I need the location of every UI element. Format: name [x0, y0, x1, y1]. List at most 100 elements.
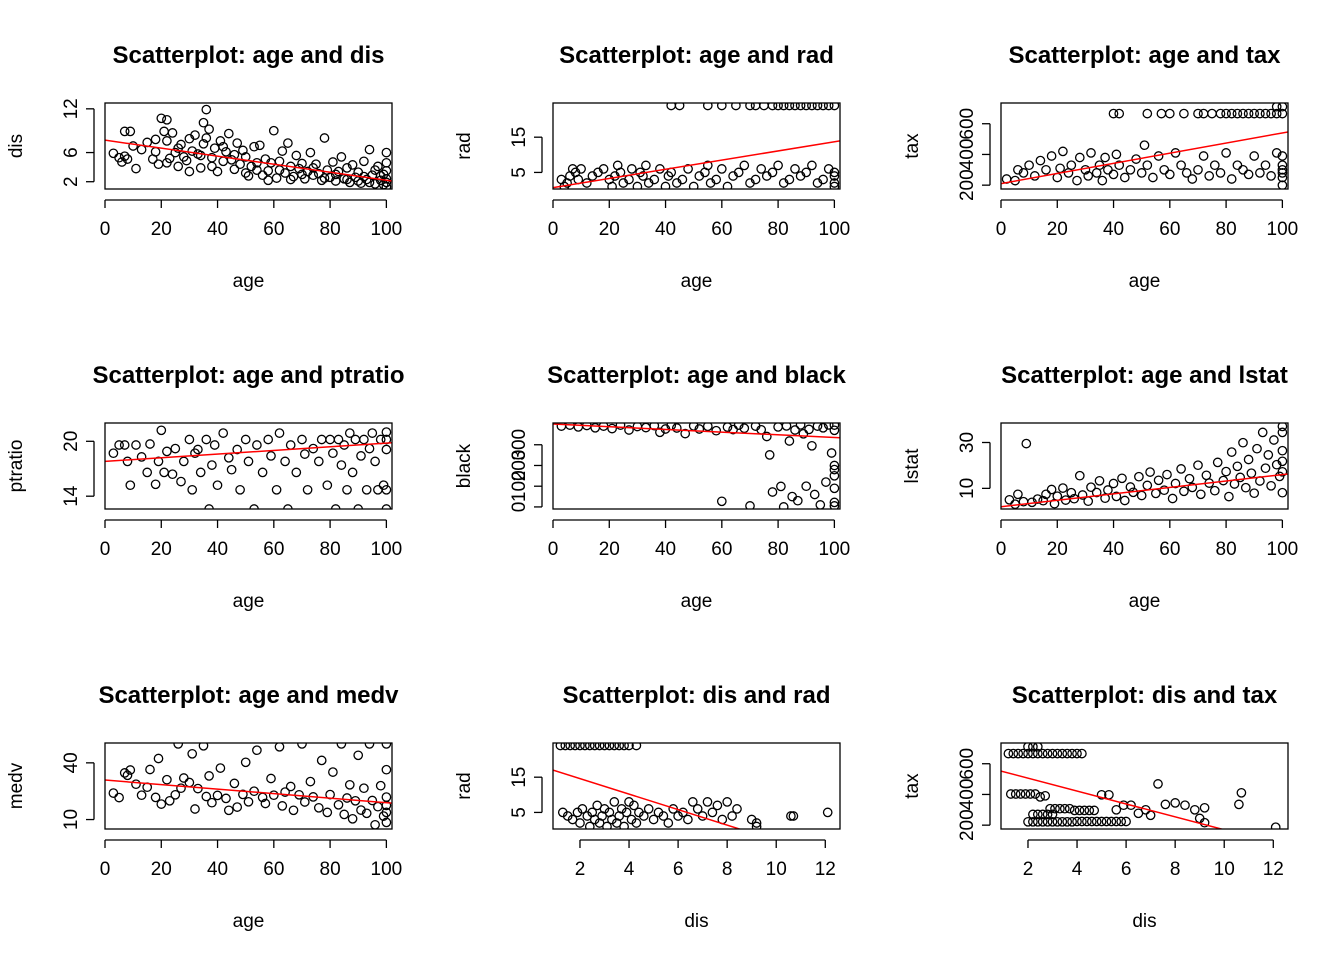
data-point: [1052, 491, 1063, 502]
data-point: [575, 743, 585, 751]
data-point: [773, 160, 783, 171]
data-point: [319, 173, 330, 183]
data-point: [801, 481, 812, 492]
data-point: [187, 146, 198, 156]
data-point: [1150, 488, 1161, 499]
data-point: [655, 164, 665, 174]
data-point: [626, 814, 637, 825]
data-point: [297, 169, 307, 180]
data-point: [313, 802, 324, 813]
data-point: [790, 103, 800, 111]
x-tick-label: 2: [1023, 859, 1034, 880]
data-point: [173, 743, 184, 749]
y-tick-label: 15: [509, 127, 530, 148]
data-point: [683, 814, 693, 825]
data-point: [1074, 470, 1085, 481]
data-point: [1079, 805, 1090, 816]
y-tick-label: 6: [61, 147, 82, 158]
x-tick-label: 0: [100, 859, 111, 880]
x-tick-label: 60: [1159, 539, 1180, 560]
data-point: [1179, 108, 1189, 119]
data-point: [1035, 792, 1046, 802]
data-point: [212, 790, 223, 801]
data-point: [732, 804, 742, 814]
y-axis: 5 15: [509, 127, 543, 178]
data-point: [204, 771, 214, 781]
data-point: [1030, 789, 1041, 799]
data-point: [381, 484, 392, 495]
y-tick-label: 400: [957, 779, 978, 811]
chart-title: Scatterplot: age and medv: [98, 682, 399, 709]
data-point: [229, 164, 240, 175]
x-tick-label: 60: [263, 219, 284, 240]
data-point: [648, 814, 659, 825]
data-point: [599, 743, 610, 751]
data-point: [184, 434, 195, 445]
data-point: [277, 801, 288, 811]
data-point: [1167, 493, 1178, 504]
data-point: [1136, 490, 1147, 501]
data-point: [1212, 457, 1223, 468]
data-point: [1028, 809, 1038, 820]
data-point: [347, 160, 358, 170]
data-point: [313, 456, 324, 467]
y-tick-label: 600: [957, 108, 978, 140]
x-tick-label: 100: [1267, 539, 1299, 560]
data-point: [631, 818, 642, 828]
data-point: [604, 743, 615, 751]
data-point: [804, 424, 814, 435]
x-axis: 0 20 40 60 80 100: [996, 519, 1299, 560]
data-point: [1058, 146, 1068, 157]
data-point: [1260, 463, 1271, 474]
data-point: [240, 757, 251, 768]
data-point: [119, 151, 130, 162]
data-point: [373, 801, 383, 812]
x-tick-label: 60: [263, 859, 284, 880]
data-point: [162, 136, 172, 146]
data-point: [299, 797, 310, 807]
data-point: [232, 444, 243, 455]
data-point: [787, 491, 798, 502]
data-point: [1139, 140, 1150, 151]
data-point: [1101, 816, 1112, 827]
x-tick-label: 100: [1267, 219, 1299, 240]
data-point: [786, 811, 796, 821]
data-point: [1003, 748, 1014, 759]
data-point: [1023, 743, 1033, 752]
data-point: [1153, 475, 1164, 486]
data-point: [1156, 108, 1167, 119]
data-point: [162, 114, 172, 125]
data-point: [784, 174, 795, 185]
data-point: [257, 170, 268, 181]
data-point: [807, 103, 817, 111]
data-point: [692, 804, 703, 814]
x-tick-label: 80: [320, 219, 341, 240]
regression-line: [1001, 473, 1288, 508]
data-point: [330, 169, 341, 180]
data-point: [712, 800, 723, 811]
data-point: [288, 805, 299, 816]
data-point: [361, 808, 372, 819]
data-point: [1145, 810, 1156, 821]
data-point: [829, 483, 840, 494]
plot-box: [104, 742, 393, 830]
data-point: [829, 501, 840, 509]
x-tick-label: 60: [263, 539, 284, 560]
data-point: [790, 425, 800, 435]
data-point: [122, 456, 133, 467]
data-point: [795, 103, 806, 111]
data-point: [1072, 175, 1082, 186]
data-point: [243, 796, 254, 807]
data-point: [829, 178, 840, 188]
x-tick-label: 0: [100, 219, 111, 240]
y-axis-label: tax: [902, 133, 923, 159]
x-tick-label: 6: [673, 859, 684, 880]
data-point: [598, 164, 609, 174]
data-point: [1170, 798, 1181, 808]
data-point: [285, 174, 296, 185]
x-tick-label: 20: [1047, 219, 1068, 240]
data-point: [1159, 485, 1170, 496]
data-point: [173, 161, 184, 172]
data-point: [801, 167, 812, 178]
data-point: [266, 451, 276, 461]
